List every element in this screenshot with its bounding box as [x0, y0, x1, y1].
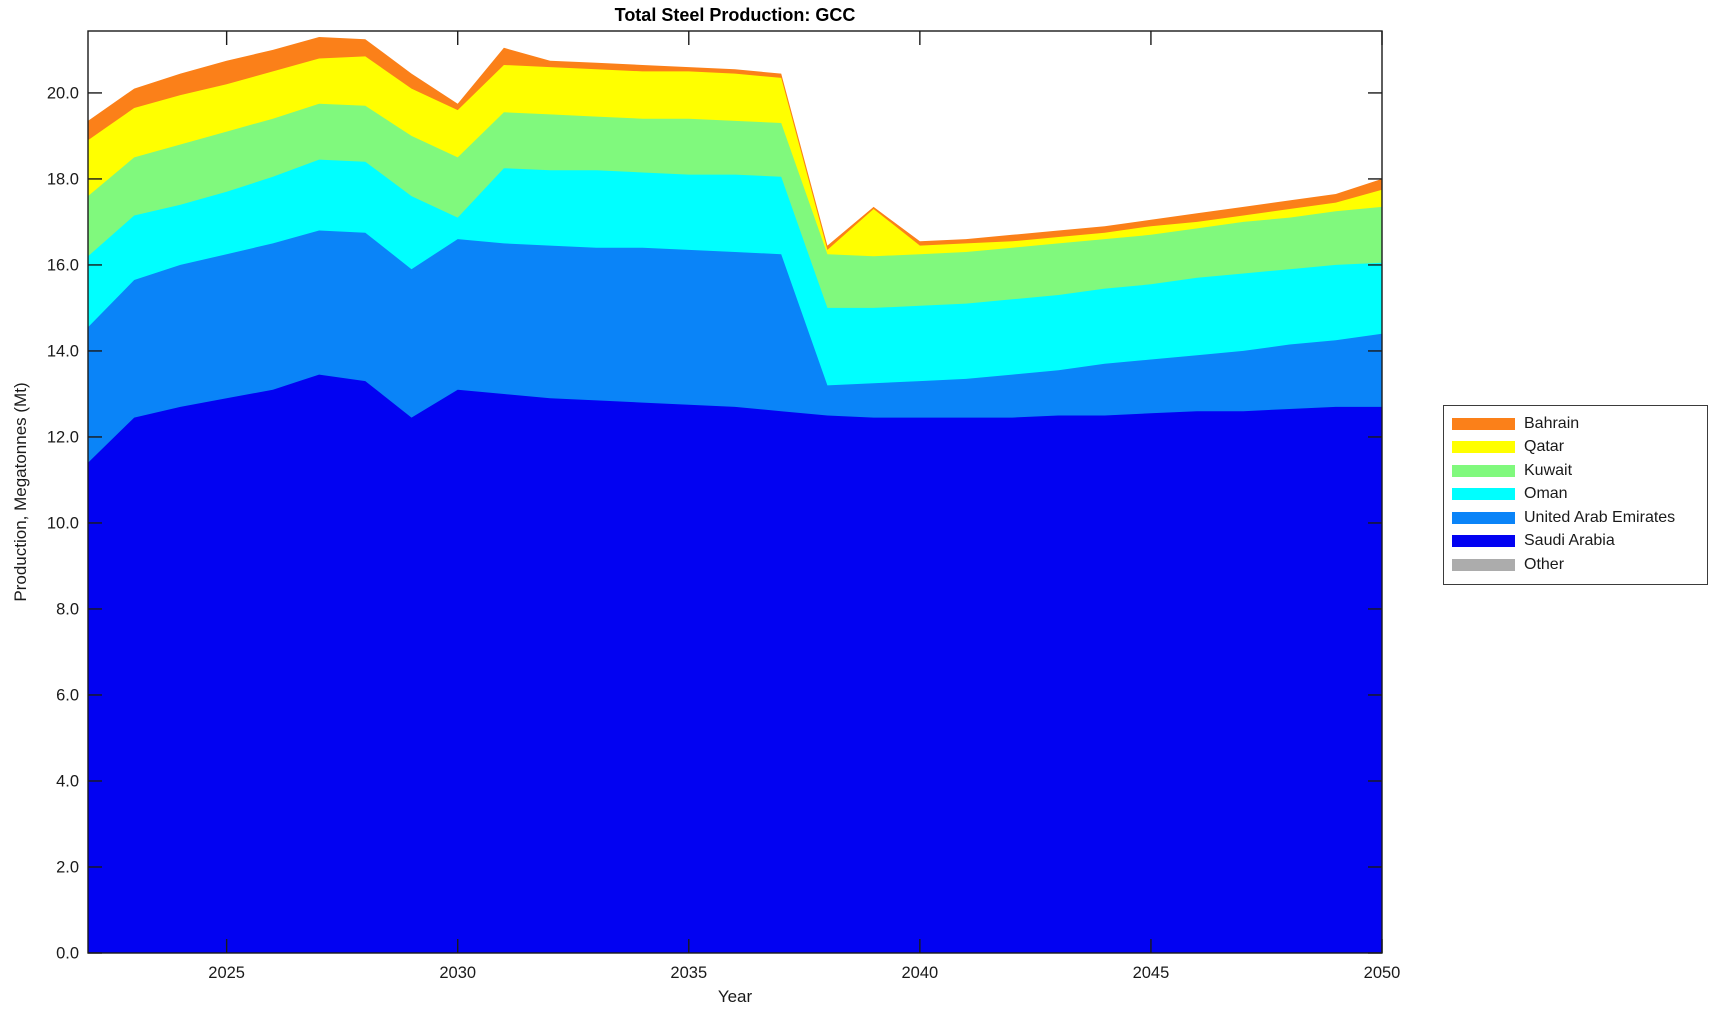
legend-swatch — [1452, 535, 1515, 548]
legend-swatch — [1452, 417, 1515, 430]
x-tick-label: 2050 — [1364, 964, 1401, 982]
legend-swatch — [1452, 464, 1515, 477]
y-tick-label: 12.0 — [47, 428, 79, 446]
y-tick-label: 10.0 — [47, 514, 79, 532]
legend-label: Saudi Arabia — [1524, 532, 1615, 550]
y-tick-label: 18.0 — [47, 170, 79, 188]
x-tick-label: 2030 — [439, 964, 476, 982]
x-tick-label: 2040 — [901, 964, 938, 982]
legend-item-kuwait: Kuwait — [1444, 459, 1707, 483]
legend-item-other: Other — [1444, 553, 1707, 577]
legend-swatch — [1452, 558, 1515, 571]
y-tick-label: 14.0 — [47, 342, 79, 360]
legend-swatch — [1452, 511, 1515, 524]
y-tick-label: 4.0 — [56, 772, 79, 790]
legend-item-bahrain: Bahrain — [1444, 412, 1707, 436]
legend-label: United Arab Emirates — [1524, 508, 1676, 526]
legend-label: Other — [1524, 555, 1565, 573]
plot-border — [87, 30, 1383, 954]
y-tick-label: 16.0 — [47, 256, 79, 274]
legend-label: Oman — [1524, 485, 1568, 503]
legend: Bahrain Qatar Kuwait Oman United Arab Emirat… — [1443, 405, 1708, 585]
legend-item-united-arab-emirates: United Arab Emirates — [1444, 506, 1707, 530]
chart-title: Total Steel Production: GCC — [614, 5, 856, 25]
legend-swatch — [1452, 441, 1515, 454]
legend-item-oman: Oman — [1444, 483, 1707, 507]
x-tick-label: 2045 — [1133, 964, 1170, 982]
y-tick-label: 20.0 — [47, 84, 79, 102]
y-tick-label: 8.0 — [56, 600, 79, 618]
x-axis-label: Year — [717, 987, 753, 1006]
legend-label: Qatar — [1524, 438, 1565, 456]
legend-swatch — [1452, 488, 1515, 501]
x-tick-label: 2035 — [670, 964, 707, 982]
y-tick-label: 0.0 — [56, 945, 79, 963]
legend-item-qatar: Qatar — [1444, 436, 1707, 460]
legend-label: Kuwait — [1524, 461, 1573, 479]
area-saudi-arabia — [88, 374, 1382, 954]
y-axis-label: Production, Megatonnes (Mt) — [11, 382, 30, 602]
y-tick-label: 2.0 — [56, 858, 79, 876]
legend-item-saudi-arabia: Saudi Arabia — [1444, 530, 1707, 554]
legend-label: Bahrain — [1524, 414, 1580, 432]
x-tick-label: 2025 — [208, 964, 245, 982]
y-tick-label: 6.0 — [56, 686, 79, 704]
